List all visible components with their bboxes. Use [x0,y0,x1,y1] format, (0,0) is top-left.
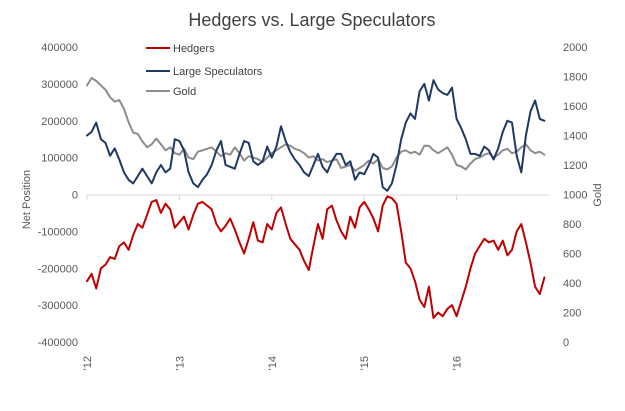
chart-title: Hedgers vs. Large Speculators [188,10,435,30]
y-tick-label: 400000 [41,42,78,54]
y-tick-label: 100000 [41,153,78,165]
y2-tick-label: 1600 [563,101,587,113]
legend-label-large-speculators: Large Speculators [173,66,263,78]
y2-tick-label: 1400 [563,131,587,143]
y2-tick-label: 600 [563,249,581,261]
y-tick-label: 300000 [41,79,78,91]
y2-tick-label: 200 [563,308,581,320]
legend-label-gold: Gold [173,86,196,98]
y-tick-label: -400000 [38,337,78,349]
series-line-large-speculators [86,79,546,192]
y-tick-label: -200000 [38,263,78,275]
y-axis-title: Net Position [21,170,33,229]
series-line-hedgers [86,195,546,319]
y2-axis-ticks: 0 200 400 600 800 1000 1200 1400 1600 1800 2000 [563,42,587,349]
y-tick-label: 200000 [41,116,78,128]
y-tick-label: 0 [72,190,78,202]
y2-tick-label: 0 [563,337,569,349]
legend-label-hedgers: Hedgers [173,43,215,55]
x-tick-label: '14 [267,356,279,370]
x-tick-label: '16 [452,356,464,370]
legend: Hedgers Large Speculators Gold [146,43,263,98]
y2-tick-label: 1800 [563,72,587,84]
x-tick-label: '13 [174,356,186,370]
x-axis: '12 '13 '14 '15 '16 [82,194,549,370]
y-tick-label: -100000 [38,226,78,238]
y2-tick-label: 2000 [563,42,587,54]
y2-tick-label: 1200 [563,160,587,172]
x-tick-label: '12 [82,356,94,370]
y2-tick-label: 400 [563,278,581,290]
y2-tick-label: 1000 [563,190,587,202]
y2-axis-title: Gold [592,183,604,206]
series-layer [86,77,546,319]
x-tick-label: '15 [359,356,371,370]
y-axis-ticks: -400000 -300000 -200000 -100000 0 100000 20000… [38,42,78,349]
y-tick-label: -300000 [38,300,78,312]
y2-tick-label: 800 [563,219,581,231]
